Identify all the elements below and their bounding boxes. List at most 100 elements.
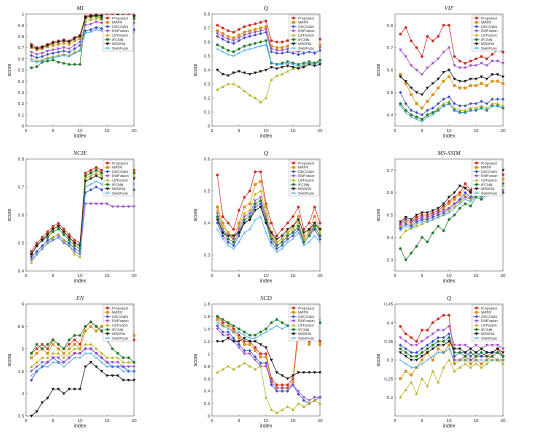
data-point xyxy=(479,362,483,366)
data-point xyxy=(62,61,66,65)
legend-marker xyxy=(105,174,110,178)
legend-label: MATR xyxy=(298,21,309,25)
data-point xyxy=(501,347,505,351)
data-point xyxy=(89,22,93,26)
data-point xyxy=(431,62,435,65)
y-tick-label: 0.4 xyxy=(18,269,25,274)
data-point xyxy=(414,224,419,228)
data-point xyxy=(89,168,93,172)
data-point xyxy=(132,21,136,25)
y-tick-label: 0.7 xyxy=(18,45,25,50)
data-point xyxy=(264,330,268,334)
data-point xyxy=(35,365,39,369)
data-point xyxy=(441,71,446,74)
data-point xyxy=(253,96,257,100)
data-point xyxy=(291,66,295,69)
data-point xyxy=(275,324,279,328)
data-point xyxy=(291,237,295,241)
data-point xyxy=(458,358,462,362)
x-tick-label: 20 xyxy=(317,418,323,423)
data-point xyxy=(264,352,268,356)
data-point xyxy=(121,379,125,382)
data-point xyxy=(436,224,440,228)
x-tick-label: 10 xyxy=(77,273,83,278)
data-point xyxy=(442,313,446,317)
data-point xyxy=(409,113,413,117)
data-point xyxy=(29,255,34,259)
data-point xyxy=(45,396,50,400)
data-point xyxy=(221,32,225,35)
legend-label: SwinFuse xyxy=(112,336,128,340)
series-u2fusion xyxy=(29,342,136,368)
data-point xyxy=(436,343,440,347)
data-point xyxy=(29,249,33,253)
series-ifcnn xyxy=(398,336,505,358)
data-point xyxy=(242,205,246,209)
data-point xyxy=(398,73,402,76)
data-point xyxy=(496,358,499,362)
data-point xyxy=(286,39,290,42)
legend: ProposedMATRDDCGANEMFusionU2FusionIFCNNM… xyxy=(471,304,503,342)
data-point xyxy=(45,356,50,359)
data-point xyxy=(232,324,236,328)
data-point xyxy=(307,234,311,238)
data-point xyxy=(215,370,220,374)
data-point xyxy=(226,53,230,56)
data-point xyxy=(458,184,462,188)
x-tick-label: 0 xyxy=(25,128,28,133)
panel-title: Q xyxy=(264,151,269,157)
data-point xyxy=(56,50,61,54)
x-tick-label: 5 xyxy=(421,418,424,423)
data-point xyxy=(313,215,317,219)
data-point xyxy=(100,168,103,172)
data-point xyxy=(78,252,82,256)
data-point xyxy=(463,86,467,90)
data-point xyxy=(285,237,290,241)
panel-title: MS-SSIM xyxy=(437,151,462,157)
data-point xyxy=(215,87,220,91)
data-point xyxy=(111,347,114,351)
data-point xyxy=(447,208,451,212)
data-point xyxy=(452,84,456,88)
data-point xyxy=(78,387,82,391)
data-point xyxy=(73,356,76,360)
data-point xyxy=(89,347,93,351)
legend-marker xyxy=(291,187,296,191)
data-point xyxy=(242,352,247,356)
data-point xyxy=(269,221,273,225)
data-point xyxy=(78,49,82,53)
data-point xyxy=(94,20,98,24)
legend-marker xyxy=(475,306,478,310)
data-point xyxy=(420,347,424,351)
data-point xyxy=(216,47,219,51)
data-point xyxy=(216,228,219,231)
data-point xyxy=(226,74,230,78)
data-point xyxy=(67,236,71,240)
data-point xyxy=(409,218,413,222)
data-point xyxy=(291,408,295,411)
data-point xyxy=(469,362,473,366)
data-point xyxy=(490,79,494,83)
legend-marker xyxy=(105,33,110,37)
data-point xyxy=(110,205,115,209)
data-point xyxy=(67,47,71,51)
data-point xyxy=(116,361,120,364)
data-point xyxy=(73,51,76,55)
data-point xyxy=(436,101,440,106)
data-point xyxy=(264,355,268,359)
data-point xyxy=(441,50,446,54)
data-point xyxy=(425,211,430,215)
data-point xyxy=(221,224,225,228)
legend-marker xyxy=(106,310,109,314)
x-tick-label: 0 xyxy=(394,273,397,278)
data-point xyxy=(40,356,44,359)
data-point xyxy=(46,351,49,355)
data-point xyxy=(259,179,263,183)
data-point xyxy=(420,216,424,219)
y-tick-label: 1 xyxy=(208,351,211,356)
data-point xyxy=(285,389,290,393)
x-tick-label: 20 xyxy=(317,273,323,278)
data-point xyxy=(501,62,505,65)
data-point xyxy=(237,228,241,232)
data-point xyxy=(62,347,66,351)
